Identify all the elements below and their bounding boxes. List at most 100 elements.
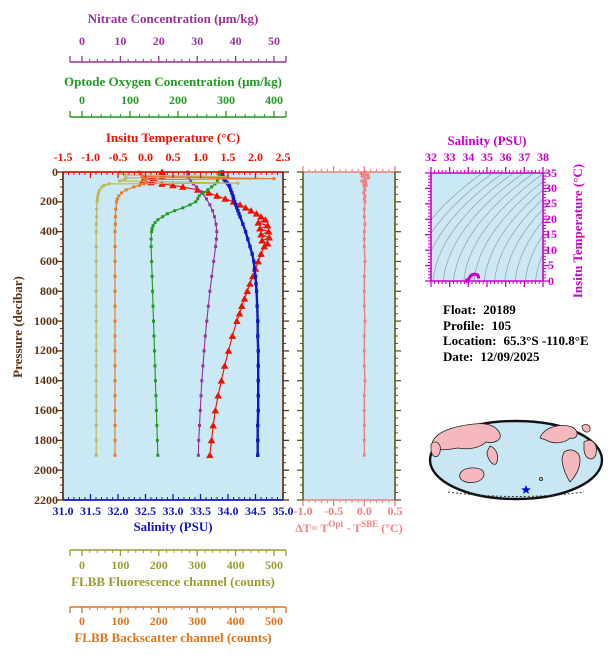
backscatter-axis-title: FLBB Backscatter channel (counts)	[74, 630, 272, 645]
backscatter-tick-label: 100	[111, 614, 130, 628]
backscatter-tick-label: 500	[265, 614, 283, 628]
pressure-tick-label: 1800	[34, 432, 58, 447]
insitu-temperature-axis-title: Insitu Temperature (°C)	[105, 130, 241, 145]
fluorescence-tick-label: 200	[149, 558, 168, 572]
pressure-tick-label: 1000	[34, 313, 58, 328]
ts-temperature-tick-label: 0	[548, 273, 554, 288]
pressure-tick-label: 600	[40, 253, 58, 268]
salinity-tick-label: 32.0	[107, 504, 129, 518]
map-antarctica-coast	[447, 491, 585, 497]
isopycnal-contours	[431, 173, 543, 281]
ts-temperature-tick-label: 5	[548, 258, 554, 273]
delta-t-title-sup-opt: Opt	[328, 519, 344, 529]
ts-temperature-tick-label: 35	[545, 165, 557, 180]
fluorescence-tick-label: 400	[226, 558, 245, 572]
salinity-tick-label: 35.0	[272, 504, 294, 518]
pressure-tick-label: 1400	[34, 373, 58, 388]
salinity-tick-label: 32.5	[135, 504, 156, 518]
map-se-asia	[486, 445, 498, 465]
ts-salinity-tick-label: 33	[443, 150, 456, 164]
ts-salinity-tick-label: 36	[499, 150, 512, 164]
map-eurasia	[431, 423, 501, 451]
salinity-tick-label: 31.5	[80, 504, 101, 518]
fluorescence-tick-label: 300	[188, 558, 207, 572]
delta-t-title-sup-sbe: SBE	[361, 519, 379, 529]
delta-t-tick-label: 0.5	[387, 504, 403, 518]
map-north-america	[539, 425, 578, 444]
delta-t-title-suffix: (°C)	[378, 521, 403, 535]
salinity-axis-title: Salinity (PSU)	[133, 519, 213, 534]
ts-salinity-tick-label: 37	[518, 150, 531, 164]
float-info-row: Profile: 105	[443, 318, 589, 334]
ts-salinity-axis-title: Salinity (PSU)	[447, 133, 527, 148]
insitu-temperature-tick-label: 0.0	[138, 150, 153, 164]
ts-temperature-axis-title: Insitu Temperature (°C)	[570, 163, 585, 299]
curve-oxygen	[149, 170, 222, 457]
fluorescence-tick-label: 100	[111, 558, 130, 572]
insitu-temperature-tick-label: 2.0	[248, 150, 263, 164]
delta-t-title-mid: - T	[343, 521, 362, 535]
oxygen-tick-label: 300	[217, 93, 235, 107]
float-value: 20189	[483, 302, 516, 317]
pressure-tick-label: 1200	[34, 343, 58, 358]
location-label: Location:	[443, 333, 497, 348]
oxygen-axis-title: Optode Oxygen Concentration (μm/kg)	[64, 74, 282, 89]
map-africa-east-sliver	[583, 439, 597, 460]
curve-nitrate	[186, 170, 219, 457]
backscatter-tick-label: 200	[149, 614, 168, 628]
ts-temperature-tick-label: 20	[545, 211, 557, 226]
fluorescence-tick-label: 0	[79, 558, 85, 572]
nitrate-tick-label: 0	[79, 34, 85, 48]
profile-value: 105	[491, 317, 512, 333]
curve-delta_t	[358, 170, 371, 457]
insitu-temperature-tick-label: -1.0	[81, 150, 100, 164]
ts-salinity-tick-label: 38	[537, 150, 549, 164]
pressure-tick-label: 1600	[34, 403, 58, 418]
date-value: 12/09/2025	[480, 348, 540, 364]
pressure-tick-label: 800	[40, 283, 58, 298]
ts-temperature-tick-label: 25	[545, 196, 557, 211]
delta-t-axis-title: ΔT= TOpt - TSBE (°C)	[284, 519, 414, 536]
backscatter-tick-label: 400	[226, 614, 245, 628]
salinity-tick-label: 33.5	[190, 504, 211, 518]
curve-fluorescence	[94, 170, 240, 457]
nitrate-tick-label: 50	[268, 34, 280, 48]
salinity-tick-label: 34.5	[245, 504, 266, 518]
salinity-tick-label: 33.0	[162, 504, 184, 518]
nitrate-tick-label: 20	[152, 34, 165, 48]
insitu-temperature-tick-label: 2.5	[275, 150, 291, 164]
map-australia	[459, 467, 485, 483]
float-info-row: Date: 12/09/2025	[443, 349, 589, 365]
oxygen-tick-label: 400	[265, 93, 283, 107]
pressure-tick-label: 200	[40, 194, 58, 209]
insitu-temperature-tick-label: 0.5	[165, 150, 181, 164]
ts-temperature-tick-label: 30	[545, 180, 557, 195]
map-greenland	[581, 424, 591, 433]
delta-t-tick-label: -0.5	[324, 504, 344, 518]
map-new-zealand	[539, 477, 544, 482]
pressure-tick-label: 2000	[34, 462, 58, 477]
axes-frames	[57, 56, 549, 613]
nitrate-tick-label: 10	[114, 34, 127, 48]
float-label: Float:	[443, 302, 477, 317]
delta-t-tick-label: -1.0	[293, 504, 313, 518]
nitrate-axis-title: Nitrate Concentration (μm/kg)	[87, 11, 259, 26]
nitrate-tick-label: 30	[191, 34, 204, 48]
salinity-tick-label: 34.0	[217, 504, 239, 518]
nitrate-tick-label: 40	[229, 34, 242, 48]
map-south-america	[561, 449, 581, 483]
ts-salinity-tick-label: 35	[481, 150, 493, 164]
salinity-tick-label: 31.0	[52, 504, 74, 518]
profile-label: Profile:	[443, 317, 485, 333]
pressure-tick-label: 2200	[34, 492, 58, 507]
location-value: 65.3°S -110.8°E	[503, 333, 589, 348]
float-info: Float: 20189 Profile: 105 Location: 65.3°S …	[443, 302, 589, 364]
fluorescence-axis-title: FLBB Fluorescence channel (counts)	[71, 574, 275, 589]
plot-panels	[63, 172, 543, 500]
insitu-temperature-tick-label: 1.5	[220, 150, 236, 164]
ts-salinity-tick-label: 34	[462, 150, 475, 164]
map-africa-west-sliver	[430, 441, 441, 458]
insitu-temperature-tick-label: -0.5	[108, 150, 128, 164]
